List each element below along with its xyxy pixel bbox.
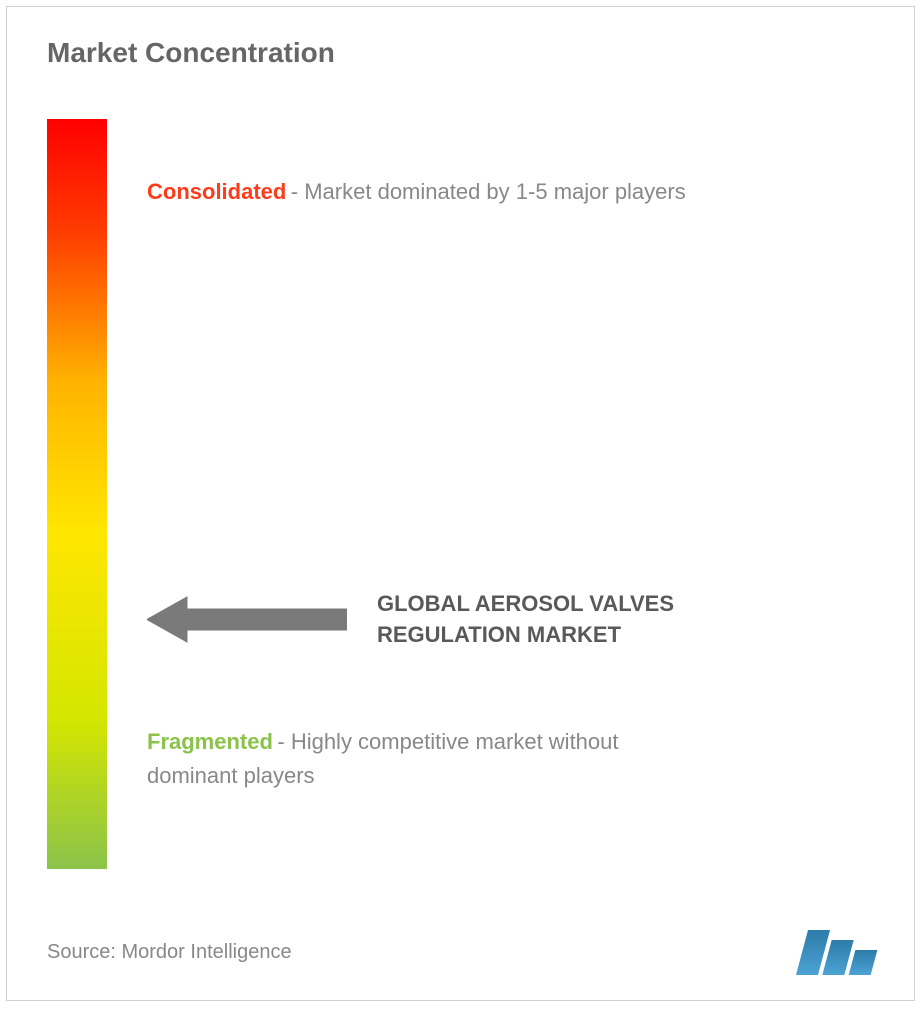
logo-bar: [849, 950, 878, 975]
infographic-container: Market Concentration Consolidated - Mark…: [6, 6, 915, 1001]
fragmented-label: Fragmented: [147, 729, 273, 754]
market-name-line1: GLOBAL AEROSOL VALVES: [377, 589, 674, 620]
consolidated-row: Consolidated - Market dominated by 1-5 m…: [147, 179, 686, 205]
consolidated-label: Consolidated: [147, 179, 286, 204]
arrow-left-icon: [147, 592, 347, 647]
footer: Source: Mordor Intelligence: [47, 930, 874, 975]
fragmented-description-2: dominant players: [147, 763, 854, 789]
market-name: GLOBAL AEROSOL VALVES REGULATION MARKET: [377, 589, 674, 651]
source-attribution: Source: Mordor Intelligence: [47, 941, 292, 964]
market-name-line2: REGULATION MARKET: [377, 620, 674, 651]
chart-title: Market Concentration: [47, 37, 874, 69]
consolidated-description: - Market dominated by 1-5 major players: [291, 179, 686, 204]
concentration-gradient-bar: [47, 119, 107, 869]
market-indicator-row: GLOBAL AEROSOL VALVES REGULATION MARKET: [147, 589, 674, 651]
fragmented-row: Fragmented - Highly competitive market w…: [147, 729, 854, 789]
mordor-logo-icon: [802, 930, 874, 975]
labels-area: Consolidated - Market dominated by 1-5 m…: [147, 119, 874, 869]
fragmented-description-1: - Highly competitive market without: [277, 729, 618, 754]
content-area: Consolidated - Market dominated by 1-5 m…: [47, 119, 874, 869]
